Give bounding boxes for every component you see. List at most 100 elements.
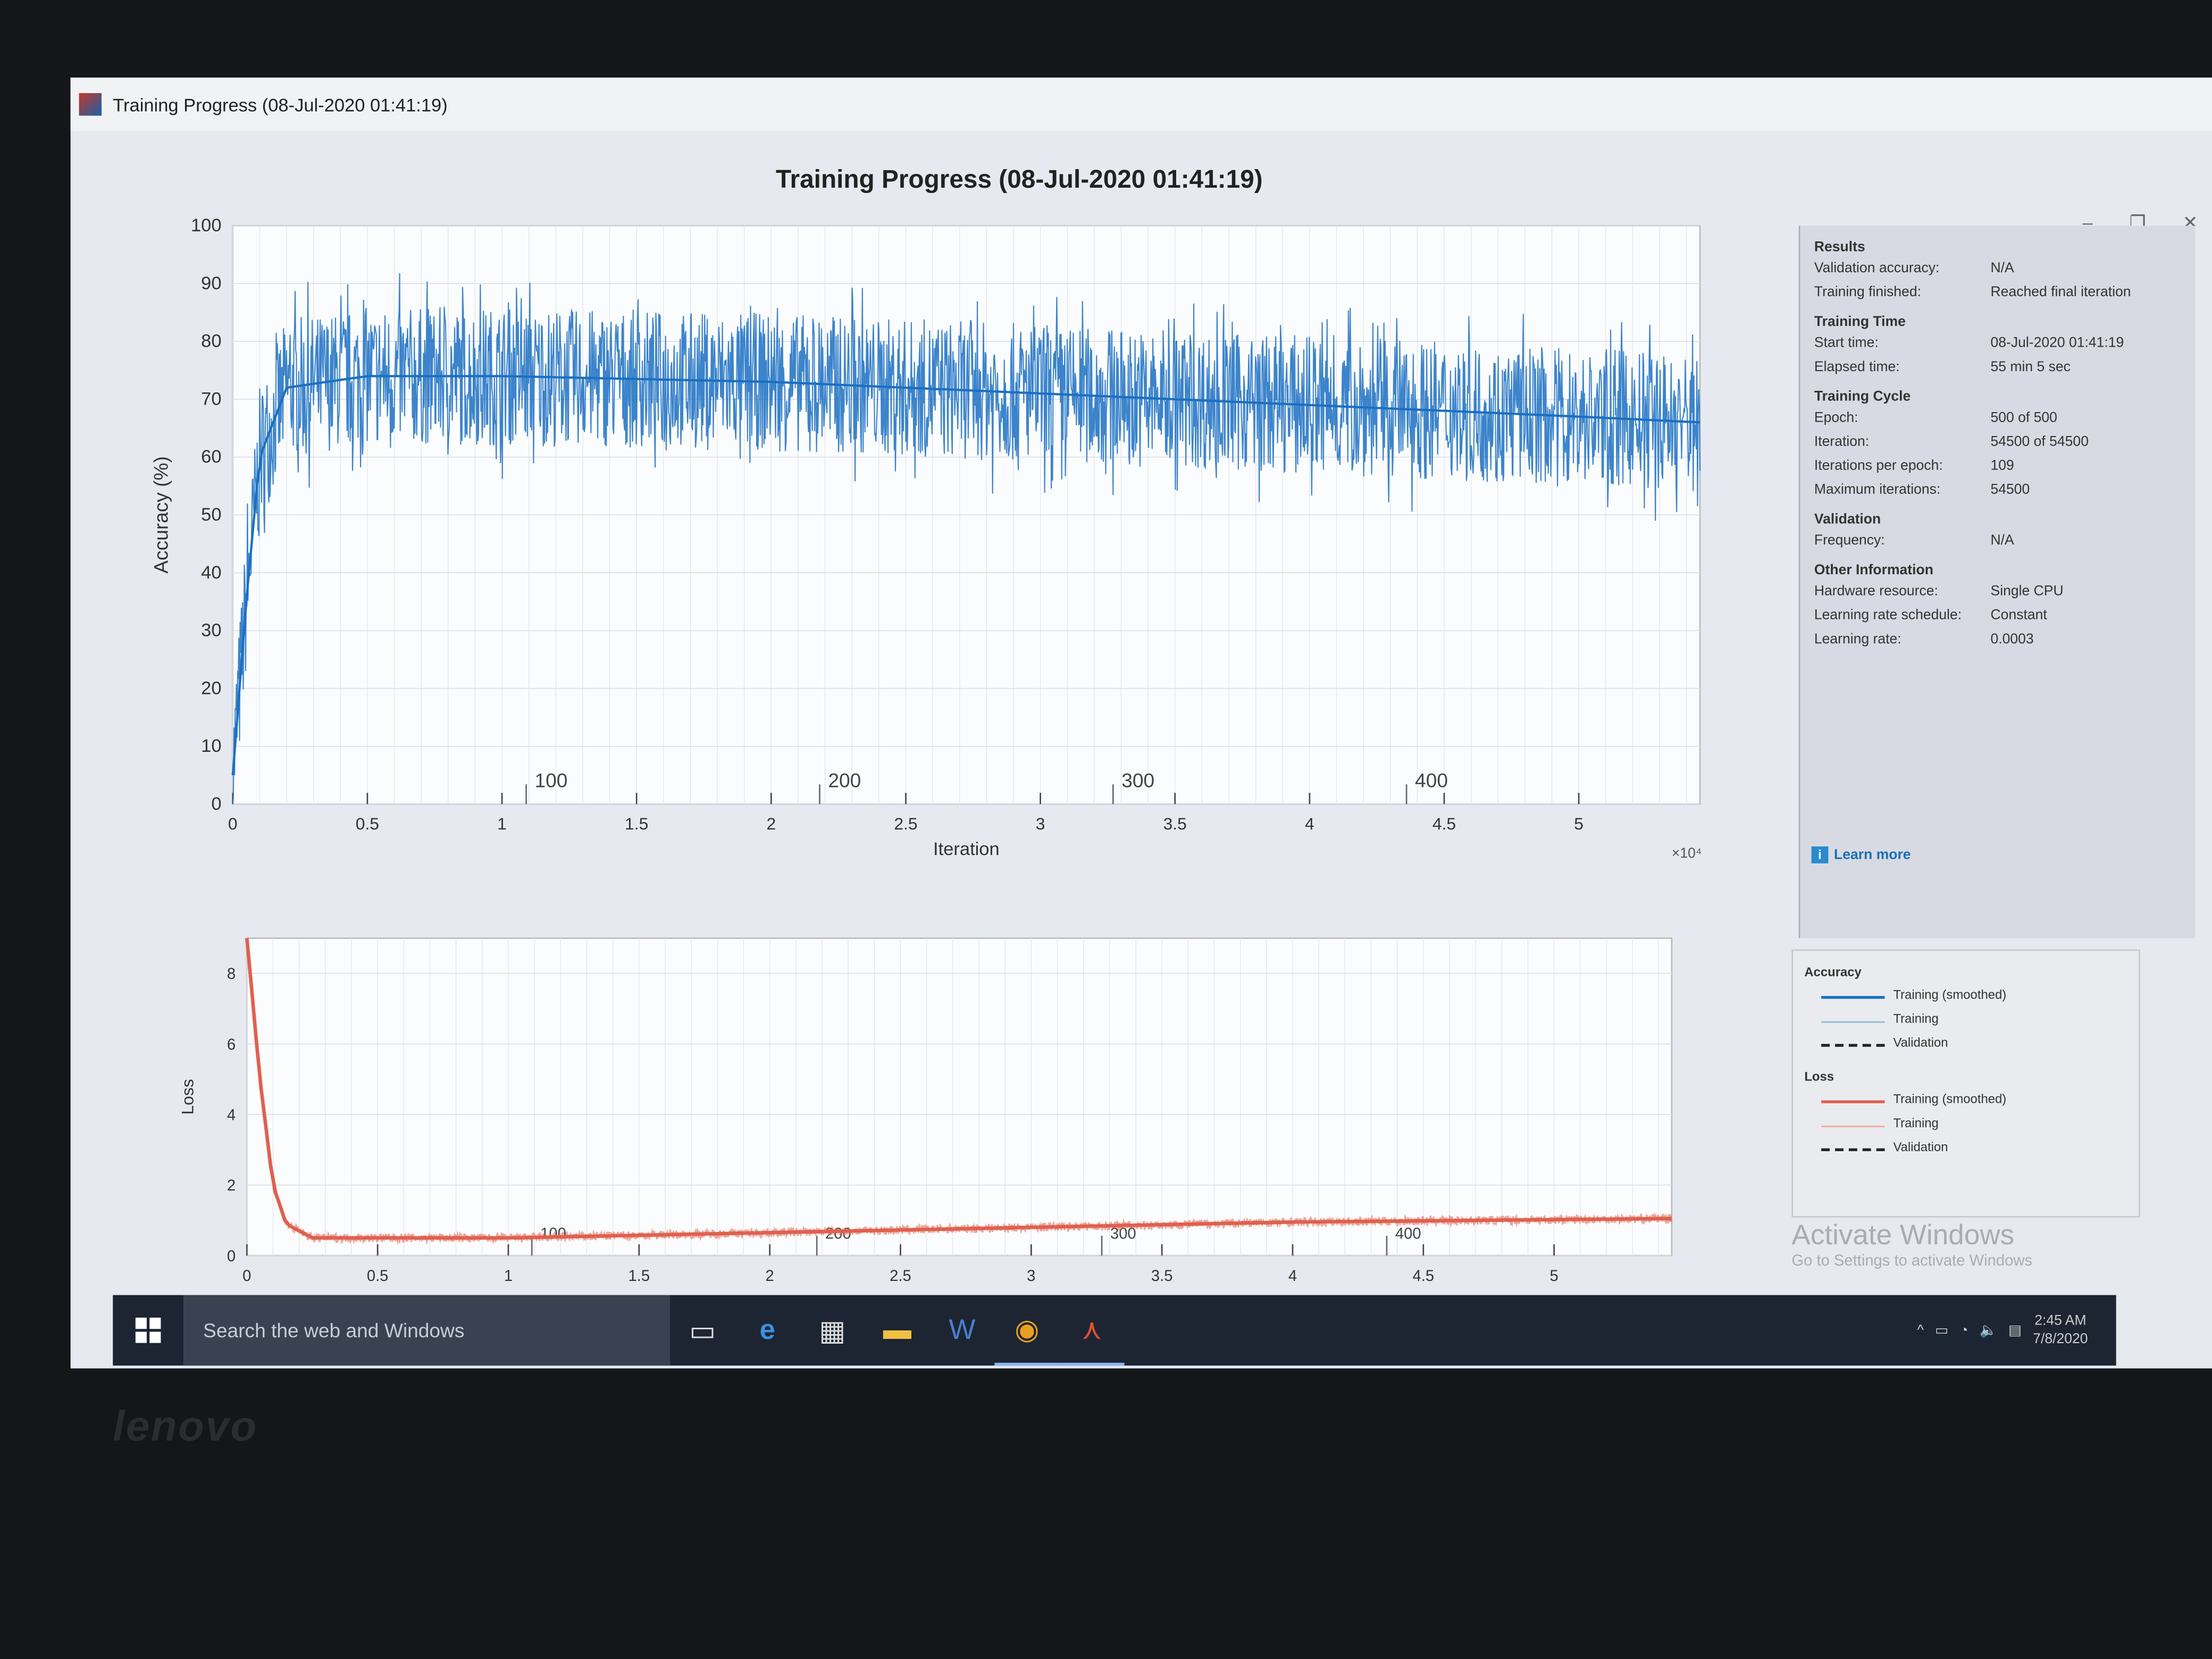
legend-accuracy-title: Accuracy — [1804, 965, 1862, 979]
window-title: Training Progress (08-Jul-2020 01:41:19) — [113, 94, 448, 115]
legend-swatch-accuracy-validation — [1821, 1038, 1885, 1047]
clock-time: 2:45 AM — [2034, 1313, 2087, 1329]
loss-y-tick-label: 8 — [227, 966, 236, 983]
battery-icon[interactable]: ▭ — [1935, 1322, 1949, 1338]
info-row: Learning rate schedule: Constant — [1814, 608, 2195, 623]
loss-x-tick-label: 3.5 — [1151, 1268, 1173, 1285]
loss-x-tick-label: 1.5 — [629, 1268, 650, 1285]
accuracy-x-tick-label: 2 — [766, 814, 776, 833]
wifi-icon[interactable]: ◔ — [1959, 1322, 1968, 1338]
info-key: Frequency: — [1814, 533, 1885, 549]
tray-chevron-icon[interactable]: ^ — [1917, 1322, 1924, 1338]
info-value: 54500 — [1990, 482, 2030, 498]
clock[interactable]: 2:45 AM 7/8/2020 — [2033, 1312, 2088, 1348]
info-row: Iterations per epoch: 109 — [1814, 458, 2195, 474]
notifications-icon[interactable]: ▤ — [2008, 1322, 2022, 1338]
legend-label: Training — [1893, 1116, 1939, 1130]
legend-item: Training — [1821, 1011, 2139, 1026]
loss-x-tick-label: 0.5 — [367, 1268, 389, 1285]
accuracy-training-line — [232, 273, 1701, 805]
loss-x-tick-label: 1 — [504, 1268, 513, 1285]
legend-label: Validation — [1893, 1035, 1948, 1050]
info-key: Training finished: — [1814, 284, 1921, 301]
info-value: N/A — [1990, 261, 2014, 277]
info-row: Hardware resource: Single CPU — [1814, 584, 2195, 599]
info-row: Elapsed time: 55 min 5 sec — [1814, 360, 2195, 375]
accuracy-x-tick-label: 4.5 — [1432, 814, 1456, 833]
loss-axes — [246, 937, 1673, 1256]
clock-date: 7/8/2020 — [2033, 1331, 2088, 1347]
loss-x-tick-label: 2 — [766, 1268, 774, 1285]
volume-icon[interactable]: 🔈 — [1979, 1322, 1997, 1338]
accuracy-y-axis-label: Accuracy (%) — [150, 456, 172, 574]
legend-item: Training (smoothed) — [1821, 1092, 2139, 1106]
info-value: 55 min 5 sec — [1990, 359, 2071, 375]
accuracy-x-tick-label: 0.5 — [356, 814, 379, 833]
taskbar: Search the web and Windows ▭ e ▦ ▬ W ◉ ⋏… — [113, 1295, 2116, 1366]
legend-item: Validation — [1821, 1035, 2139, 1050]
legend-item: Training (smoothed) — [1821, 987, 2139, 1002]
info-row: Learning rate: 0.0003 — [1814, 632, 2195, 648]
info-row: Iteration: 54500 of 54500 — [1814, 434, 2195, 450]
info-value: 54500 of 54500 — [1990, 434, 2089, 450]
accuracy-y-tick-label: 60 — [201, 447, 221, 467]
legend-swatch-accuracy-smoothed — [1821, 990, 1885, 999]
loss-x-tick-label: 0 — [242, 1268, 251, 1285]
loss-y-tick-label: 6 — [227, 1036, 236, 1053]
info-key: Iterations per epoch: — [1814, 458, 1943, 474]
edge-icon[interactable]: e — [759, 1314, 776, 1345]
legend-label: Validation — [1893, 1139, 1948, 1154]
section-title: Training Time — [1814, 314, 1906, 330]
accuracy-y-tick-label: 90 — [201, 273, 221, 294]
loss-training-smoothed-line — [245, 938, 1672, 1240]
learn-more-link[interactable]: i Learn more — [1811, 846, 1911, 864]
accuracy-x-tick-label: 1 — [497, 814, 507, 833]
legend-item: Training — [1821, 1116, 2139, 1130]
accuracy-y-tick-label: 80 — [201, 331, 221, 351]
loss-x-tick-label: 2.5 — [890, 1268, 911, 1285]
accuracy-x-tick-label: 2.5 — [894, 814, 917, 833]
title-bar: Training Progress (08-Jul-2020 01:41:19) — [70, 77, 2212, 131]
info-key: Maximum iterations: — [1814, 482, 1941, 498]
accuracy-y-tick-label: 10 — [201, 736, 221, 756]
info-key: Elapsed time: — [1814, 359, 1900, 375]
info-row: Validation accuracy: N/A — [1814, 261, 2195, 276]
loss-x-tick-label: 4 — [1288, 1268, 1297, 1285]
info-key: Learning rate schedule: — [1814, 608, 1962, 624]
info-row: Epoch: 500 of 500 — [1814, 410, 2195, 426]
matlab-taskbar-icon[interactable]: ⋏ — [1059, 1295, 1125, 1366]
info-value: Single CPU — [1990, 584, 2064, 600]
learn-more-label: Learn more — [1834, 847, 1911, 863]
word-icon[interactable]: W — [949, 1314, 976, 1345]
info-value: 08-Jul-2020 01:41:19 — [1990, 336, 2124, 351]
accuracy-y-tick-label: 70 — [201, 389, 221, 409]
accuracy-training-smoothed-line — [231, 375, 1700, 776]
info-row: Training finished: Reached final iteratio… — [1814, 285, 2195, 300]
accuracy-y-tick-label: 30 — [201, 621, 221, 641]
start-button[interactable] — [113, 1295, 183, 1366]
loss-y-axis-label: Loss — [178, 1079, 197, 1115]
file-explorer-icon[interactable]: ▬ — [883, 1314, 911, 1345]
legend-label: Training — [1893, 1011, 1939, 1026]
task-view-icon[interactable]: ▭ — [689, 1316, 716, 1347]
accuracy-y-tick-label: 40 — [201, 563, 221, 583]
info-key: Iteration: — [1814, 434, 1870, 450]
accuracy-x-tick-label: 3.5 — [1163, 814, 1187, 833]
info-value: Constant — [1990, 608, 2047, 624]
info-key: Start time: — [1814, 336, 1879, 351]
info-icon: i — [1811, 846, 1829, 864]
legend-swatch-loss-validation — [1821, 1143, 1885, 1151]
info-key: Learning rate: — [1814, 632, 1901, 648]
taskbar-search-box[interactable]: Search the web and Windows — [183, 1295, 671, 1366]
accuracy-epoch-label: 400 — [1415, 769, 1448, 791]
store-icon[interactable]: ▦ — [819, 1316, 846, 1347]
accuracy-y-tick-label: 100 — [191, 215, 222, 236]
accuracy-x-tick-label: 0 — [228, 814, 238, 833]
chrome-icon[interactable]: ◉ — [994, 1295, 1060, 1366]
info-value: 0.0003 — [1990, 632, 2034, 648]
accuracy-y-tick-label: 20 — [201, 678, 221, 698]
accuracy-x-tick-label: 1.5 — [625, 814, 648, 833]
info-value: 500 of 500 — [1990, 410, 2057, 426]
lenovo-logo: lenovo — [113, 1403, 258, 1451]
